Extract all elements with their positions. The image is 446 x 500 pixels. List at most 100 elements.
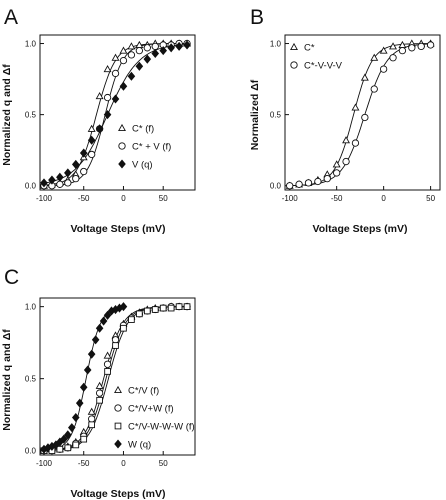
panel-b: B Voltage Steps (mV) Normalized Δf -100 -… [249,6,441,235]
axes-a: -100 -50 0 50 0.0 0.5 1.0 [25,34,196,203]
data-points-a [40,39,192,190]
data-point [351,139,360,147]
data-point [143,54,152,64]
data-point [40,178,48,188]
data-point [151,48,160,59]
data-point [120,324,127,332]
data-point [333,169,341,177]
data-point [88,415,96,423]
data-point [80,435,88,443]
data-point [183,303,191,310]
data-point [127,51,136,59]
data-point [370,85,378,93]
data-point [99,316,108,326]
legend-label: C* [304,43,315,54]
x-tick-label: 0 [381,194,386,203]
x-tick-label: 50 [159,459,168,468]
legend-marker [114,439,122,449]
y-tick-label: 0.0 [25,447,37,456]
data-point [175,41,183,51]
data-point [95,92,104,100]
data-point [127,71,136,81]
data-point [83,365,92,375]
panel-letter-b: B [250,6,264,29]
data-point [119,302,128,312]
data-point [323,174,331,183]
data-point [342,136,351,144]
data-point [286,182,294,190]
data-point [71,413,80,423]
data-point [370,53,379,61]
data-point [79,382,88,392]
data-point [304,179,313,187]
data-point [71,159,80,169]
legend-marker [290,42,298,51]
data-point [408,44,416,52]
legend-label: C* (f) [132,124,154,135]
data-point [56,172,64,182]
x-tick-label: -100 [36,194,53,203]
data-point [119,81,128,91]
data-point [103,351,112,359]
data-point [75,398,84,408]
plot-frame [39,34,196,191]
legend-marker [114,404,122,412]
legend-label: C*/V+W (f) [128,404,174,415]
x-tick-label: -50 [331,194,343,203]
y-tick-label: 0.5 [270,111,282,120]
data-point [79,148,88,158]
data-point [151,306,159,313]
legend-label: W (q) [128,440,151,451]
y-tick-label: 0.5 [25,111,37,120]
x-tick-label: -100 [36,459,53,468]
data-point [151,42,159,51]
fit-curve [44,43,188,187]
y-tick-label: 1.0 [270,40,282,49]
fit-curves-a [43,43,188,187]
data-point [56,180,64,188]
data-point [64,179,72,187]
data-point [426,41,435,49]
y-tick-label: 1.0 [25,303,37,312]
data-point [127,42,136,50]
x-tick-label: 0 [121,194,126,203]
data-point [379,65,388,73]
data-point [87,407,96,415]
data-point [128,316,135,323]
data-point [88,421,95,429]
data-point [135,46,144,55]
data-point [159,46,167,56]
data-point [361,113,369,122]
x-tick-label: 50 [159,194,168,203]
data-point [68,423,76,433]
legend-label: V (q) [132,160,153,171]
data-point [64,168,72,178]
fit-curves-b [289,43,431,187]
data-point [80,167,88,176]
data-point [143,44,151,52]
y-axis-label-c: Normalized q and Δf [1,329,13,431]
legend-a: C* (f) C* + V (f) V (q) [118,124,171,171]
y-axis-label-a: Normalized q and Δf [1,64,13,166]
data-point [112,342,119,349]
data-point [95,389,104,397]
panel-letter-a: A [4,6,18,29]
x-tick-label: -50 [78,459,90,468]
x-axis-label-b: Voltage Steps (mV) [313,223,408,235]
axes-b: -100 -50 0 50 0.0 0.5 1.0 [270,34,441,203]
x-tick-label: 50 [426,194,435,203]
data-point [342,157,350,166]
legend-marker [118,159,126,169]
y-tick-label: 0.0 [25,182,37,191]
data-point [88,150,96,159]
data-point [87,349,96,359]
legend-c: C*/V (f) C*/V+W (f) C*/V-W-W-W (f) W (q) [114,386,195,451]
x-tick-label: -100 [282,194,299,203]
data-point [103,93,112,102]
data-point [379,46,388,54]
y-tick-label: 1.0 [25,40,37,49]
panel-a: A Voltage Steps (mV) Normalized q and Δf… [1,6,196,235]
data-point [95,124,104,134]
panel-letter-c: C [4,266,19,289]
y-axis-label-b: Normalized Δf [249,79,261,150]
